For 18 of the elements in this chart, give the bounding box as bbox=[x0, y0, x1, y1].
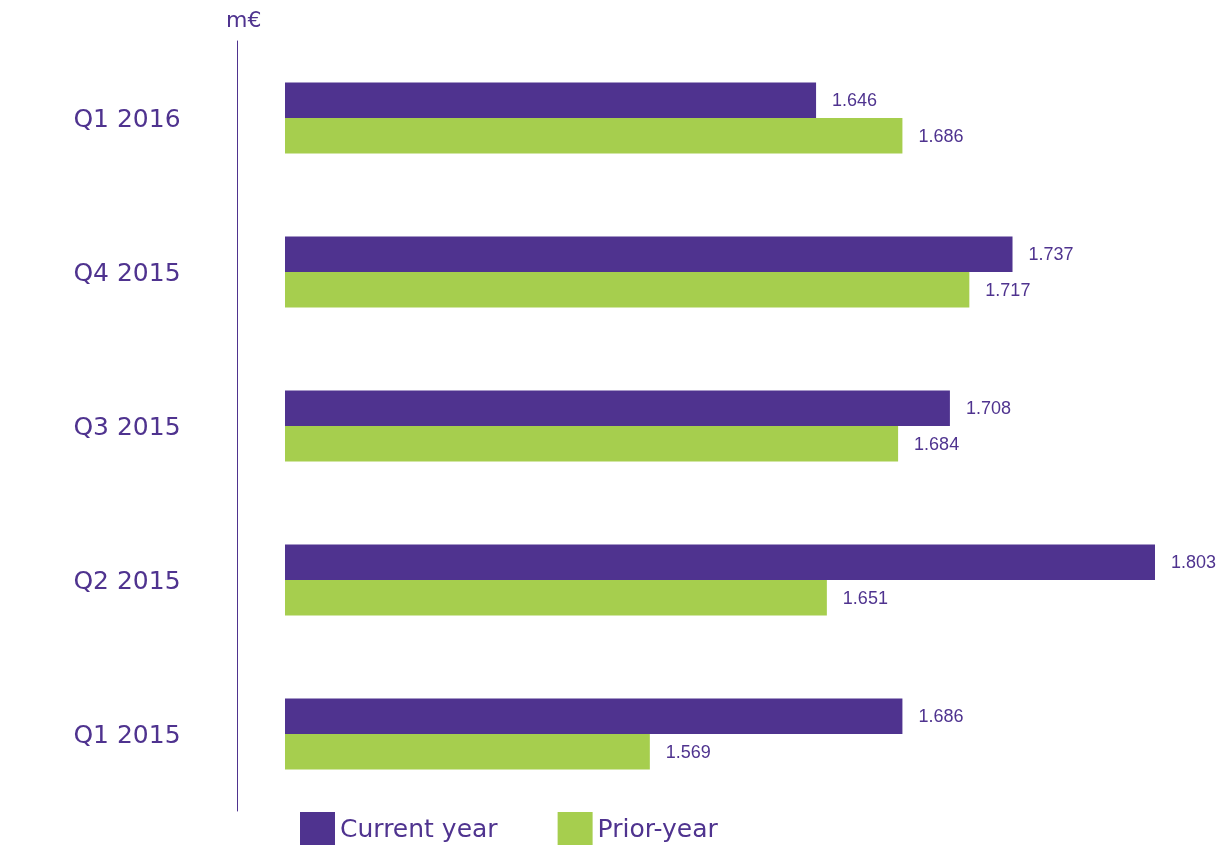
data-label: 1.646 bbox=[832, 90, 878, 111]
y-axis-title: m€ bbox=[226, 6, 262, 32]
data-label: 1.737 bbox=[1028, 244, 1074, 265]
data-label: 1.803 bbox=[1171, 552, 1217, 573]
data-label: 1.717 bbox=[985, 279, 1031, 300]
data-label: 1.651 bbox=[842, 587, 888, 608]
data-label: 1.686 bbox=[918, 125, 964, 146]
y-tick-label: Q2 2015 bbox=[73, 565, 181, 595]
y-tick-label: Q1 2015 bbox=[73, 719, 181, 749]
data-label: 1.686 bbox=[918, 706, 964, 727]
y-tick-label: Q1 2016 bbox=[73, 103, 181, 133]
data-label: 1.708 bbox=[965, 398, 1011, 419]
y-tick-label: Q4 2015 bbox=[73, 257, 181, 287]
y-tick-label: Q3 2015 bbox=[73, 411, 181, 441]
data-label: 1.569 bbox=[665, 741, 711, 762]
data-label: 1.684 bbox=[914, 433, 960, 454]
legend-label: Prior-year bbox=[597, 814, 719, 843]
legend-label: Current year bbox=[340, 814, 499, 843]
